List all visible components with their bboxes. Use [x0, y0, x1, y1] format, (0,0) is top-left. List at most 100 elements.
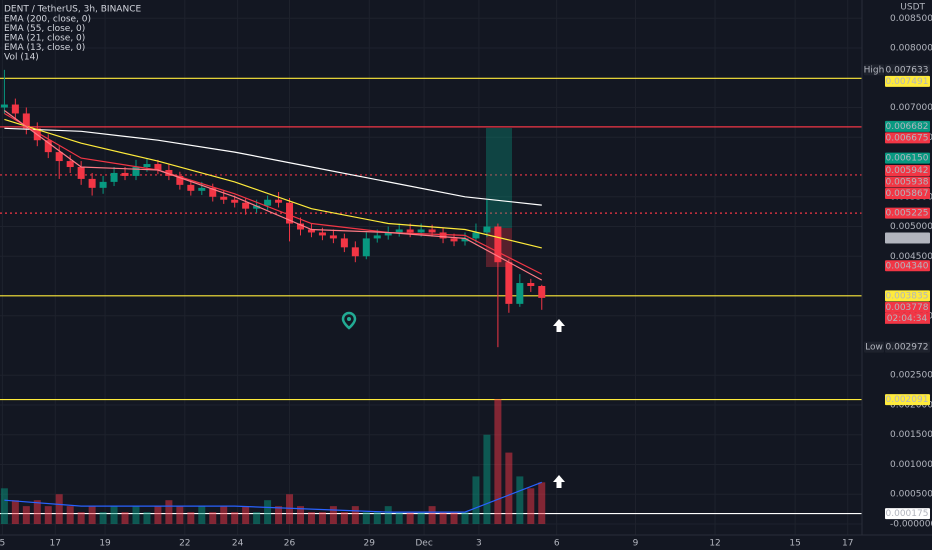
price-label-box	[885, 290, 930, 302]
x-tick-label: 22	[179, 539, 190, 549]
x-tick-label: 24	[232, 539, 244, 549]
price-label-box	[885, 176, 930, 188]
candle-body	[340, 238, 348, 248]
volume-bar	[275, 506, 283, 524]
volume-bar	[264, 500, 272, 524]
volume-bar	[329, 506, 337, 524]
candle-body	[318, 232, 326, 236]
legend-entry: Vol (14)	[4, 53, 39, 63]
price-label: 0.005942	[886, 166, 929, 176]
candle-body	[231, 199, 239, 203]
candle-body	[176, 175, 184, 185]
price-label: 0.005225	[886, 209, 929, 219]
x-tick-label: 26	[284, 539, 296, 549]
arrow-up-icon	[553, 319, 565, 332]
price-label: 0.004806	[886, 234, 929, 244]
volume-bar	[154, 506, 162, 524]
price-label-box	[885, 341, 930, 353]
legend-entry: EMA (200, close, 0)	[4, 15, 91, 25]
arrow-up-icon	[553, 475, 565, 488]
volume-bar	[198, 506, 206, 524]
volume-bar	[516, 476, 524, 524]
price-label-box	[885, 152, 930, 164]
candle-body	[395, 229, 403, 233]
candle-body	[132, 167, 140, 176]
price-label: 0.002972	[886, 343, 929, 353]
price-label: 0.007491	[886, 77, 929, 87]
countdown-box	[885, 312, 930, 324]
price-label: 0.003835	[886, 291, 929, 301]
candle-body	[527, 283, 535, 287]
price-label-box	[885, 207, 930, 219]
indicator-line	[4, 118, 542, 249]
volume-bar	[296, 506, 304, 524]
x-tick-label: 19	[99, 539, 111, 549]
volume-bar	[505, 452, 513, 524]
y-tick-label: 0.008500	[890, 14, 932, 24]
price-label: 0.006675	[886, 133, 929, 143]
volume-bar	[77, 512, 85, 524]
volume-bar	[176, 506, 184, 524]
candle-body	[66, 161, 74, 168]
volume-bar	[110, 506, 118, 524]
x-tick-label: 17	[842, 539, 853, 549]
x-tick-label: 9	[633, 539, 639, 549]
y-tick-label: 0.000500	[890, 490, 932, 500]
candle-body	[428, 229, 436, 233]
candle-body	[472, 232, 480, 239]
volume-bar	[307, 512, 315, 524]
legend-entry: EMA (55, close, 0)	[4, 24, 85, 34]
volume-bar	[395, 512, 403, 524]
y-tick-label: 0.005000	[890, 222, 932, 232]
candle-body	[187, 184, 195, 191]
long-position-target	[486, 128, 512, 228]
volume-bar	[55, 494, 63, 524]
price-label-box	[885, 508, 930, 520]
price-label-box	[885, 394, 930, 406]
indicator-line	[4, 110, 543, 281]
candle-body	[121, 172, 129, 176]
price-label-box	[885, 187, 930, 199]
volume-bar	[406, 512, 414, 524]
candle-body	[439, 232, 447, 239]
price-label: 0.005938	[886, 177, 929, 187]
candle-body	[307, 229, 315, 233]
x-tick-label: 29	[364, 539, 376, 549]
candle-body	[55, 152, 63, 162]
candle-body	[275, 199, 283, 203]
volume-bar	[286, 494, 294, 524]
indicator-line	[4, 481, 543, 513]
candle-body	[505, 262, 513, 304]
volume-bar	[538, 482, 546, 524]
y-tick-label: 0.008000	[890, 44, 932, 54]
price-label-box	[885, 75, 930, 87]
candle-body	[483, 226, 491, 233]
x-tick-label: 5	[0, 539, 5, 549]
candle-body	[0, 104, 8, 108]
volume-bar	[362, 512, 370, 524]
volume-bar	[231, 512, 239, 524]
y-tick-label: 0.004500	[890, 252, 932, 262]
legend-entry: EMA (21, close, 0)	[4, 34, 85, 44]
volume-bar	[132, 506, 140, 524]
volume-bar	[373, 512, 381, 524]
candle-body	[417, 229, 425, 233]
volume-bar	[242, 506, 250, 524]
volume-bar	[417, 512, 425, 524]
volume-bar	[428, 506, 436, 524]
volume-bar	[253, 512, 261, 524]
volume-bar	[209, 512, 217, 524]
price-caption: High	[864, 65, 885, 75]
price-label-box	[885, 132, 930, 144]
candle-body	[198, 187, 206, 191]
price-caption: Low	[865, 343, 883, 353]
price-label-box	[885, 260, 930, 272]
price-label-box	[885, 120, 930, 132]
volume-bar	[121, 512, 129, 524]
candle-body	[329, 235, 337, 239]
candle-body	[99, 181, 107, 188]
candle-body	[11, 104, 19, 114]
map-pin-icon[interactable]	[341, 311, 357, 330]
